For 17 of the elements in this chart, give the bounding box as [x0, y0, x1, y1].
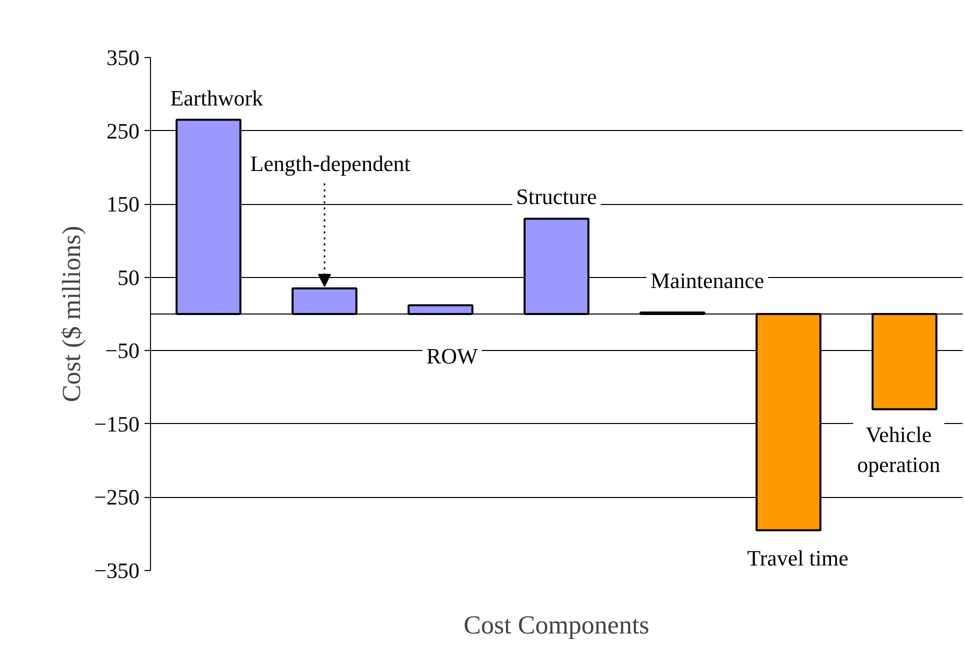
x-tick-label: Vehicle operation	[857, 422, 940, 478]
x-tick-label: Length-dependent	[250, 150, 410, 176]
y-tick-label: 250	[106, 118, 140, 144]
x-tick-label: Earthwork	[170, 85, 264, 110]
y-tick-label: 150	[106, 192, 140, 217]
x-tick-label: Maintenance	[650, 268, 764, 294]
y-tick-label: −150	[94, 411, 140, 436]
x-tick-label: Structure	[516, 184, 597, 210]
y-tick-label: 50	[118, 264, 140, 290]
y-tick-label: −50	[105, 338, 140, 364]
y-tick-label: −350	[94, 558, 140, 583]
x-tick-label: ROW	[426, 343, 478, 368]
y-tick-label: 350	[106, 45, 140, 70]
x-tick-label: Travel time	[747, 546, 848, 571]
y-axis-title: Cost ($ millions)	[57, 226, 86, 402]
y-tick-label: −250	[94, 484, 140, 510]
x-axis-title: Cost Components	[464, 610, 650, 640]
